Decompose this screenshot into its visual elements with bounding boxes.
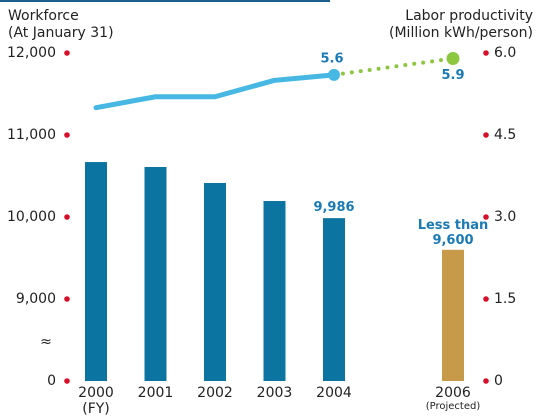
y2-tick-mark (483, 132, 489, 138)
y-axis-note: (At January 31) (8, 25, 114, 41)
y-tick-mark (64, 296, 70, 302)
y2-tick-label: 1.5 (494, 291, 516, 307)
x-tick-label: 2000 (78, 385, 114, 401)
y2-axis-note: (Million kWh/person) (389, 25, 533, 41)
line (93, 72, 337, 111)
y2-tick-label: 6.0 (494, 45, 516, 61)
bar-value-label: 9,986 (313, 200, 355, 216)
y-tick-mark (64, 132, 70, 138)
y-tick-label: 11,000 (7, 127, 56, 143)
point (328, 68, 340, 81)
y2-tick-label: 3.0 (494, 209, 516, 225)
x-tick-note: (Projected) (426, 401, 481, 412)
x-tick-label: 2004 (316, 385, 352, 401)
y2-tick-mark (483, 214, 489, 220)
top-rule (0, 0, 330, 2)
y-tick-mark (64, 50, 70, 56)
y-tick-label: 0 (47, 373, 56, 389)
axis-break: ≈ (40, 334, 52, 350)
bar (85, 162, 107, 381)
y-tick-mark (64, 214, 70, 220)
point-value-label: 5.6 (320, 51, 343, 66)
y-tick-label: 9,000 (16, 291, 56, 307)
bar (144, 166, 167, 381)
x-tick-label: 2006 (435, 385, 471, 401)
y-tick-label: 12,000 (7, 45, 56, 61)
bar (442, 249, 464, 381)
y2-tick-mark (483, 296, 489, 302)
y-tick-label: 10,000 (7, 209, 56, 225)
y2-axis-label: Labor productivity (405, 8, 533, 24)
x-tick-label: 2003 (257, 385, 293, 401)
bar-value-label: Less than 9,600 (417, 217, 489, 248)
y2-tick-mark (483, 50, 489, 56)
point-value-label: 5.9 (441, 68, 464, 83)
x-tick-note: (FY) (82, 401, 110, 417)
bar (263, 201, 286, 381)
bar (323, 218, 345, 381)
y2-tick-mark (483, 378, 489, 384)
y-axis-label: Workforce (8, 8, 79, 24)
x-tick-label: 2002 (197, 385, 233, 401)
projected-point (446, 51, 460, 65)
projected-line (332, 56, 455, 77)
bar (204, 182, 226, 381)
y2-tick-label: 4.5 (494, 127, 516, 143)
y2-tick-label: 0 (494, 373, 503, 389)
y-tick-mark (64, 378, 70, 384)
x-tick-label: 2001 (138, 385, 174, 401)
